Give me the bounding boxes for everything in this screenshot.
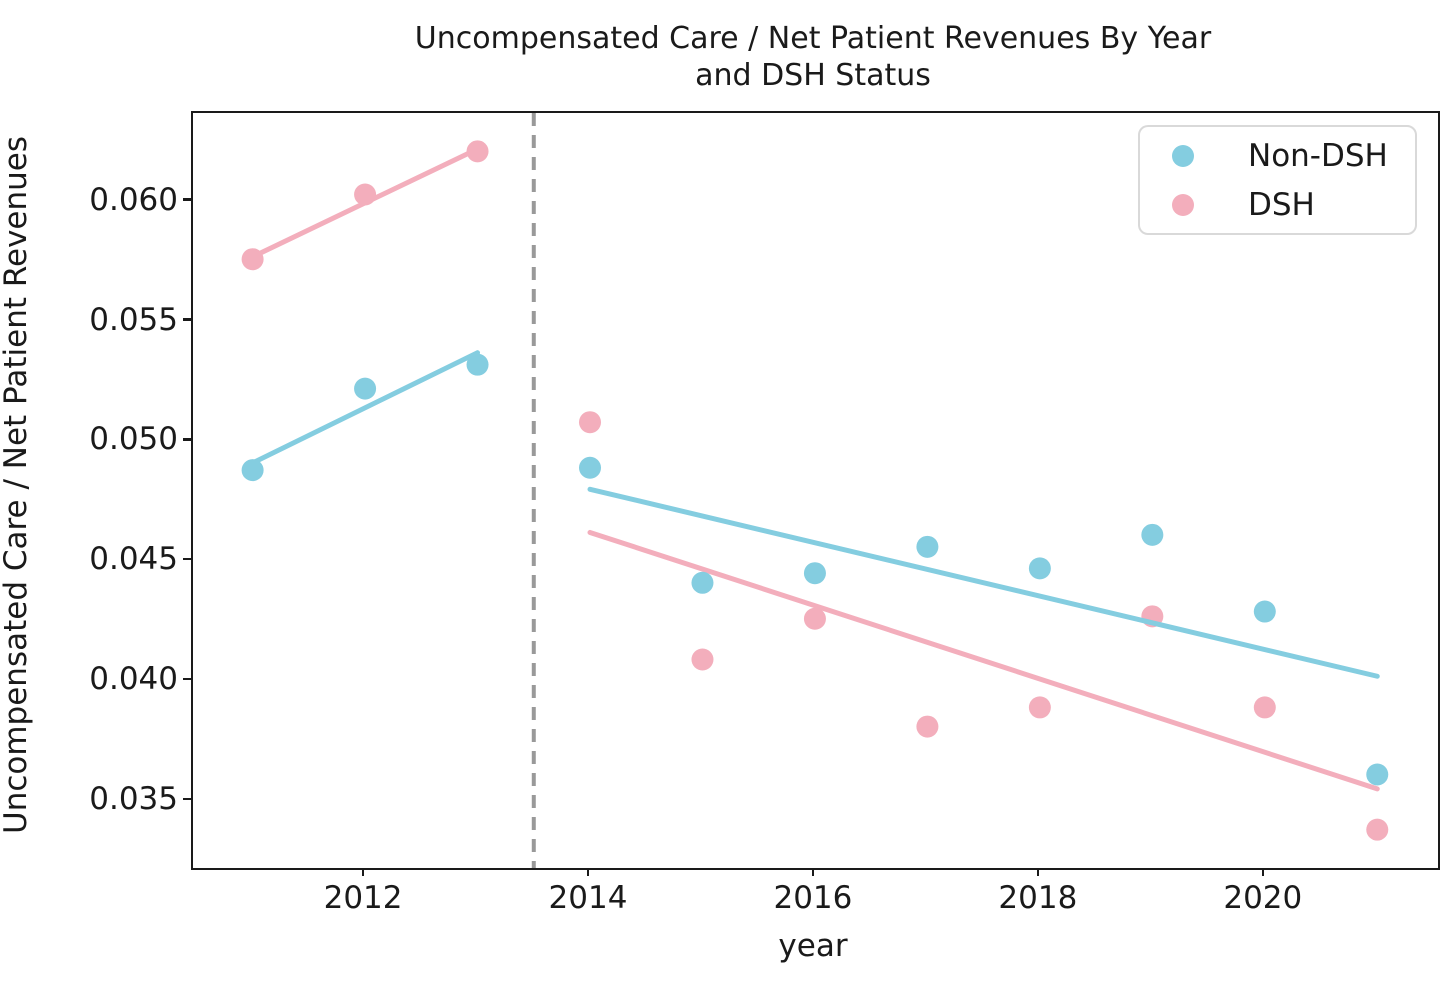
x-tick-mark-2018	[1036, 868, 1040, 876]
legend-item-dsh: DSH	[1140, 182, 1415, 227]
point-dsh-2016	[803, 607, 826, 630]
legend-label-dsh: DSH	[1248, 186, 1315, 223]
x-tick-label-2016: 2016	[773, 880, 853, 916]
trendline-dsh-0	[250, 146, 481, 260]
y-axis-label: Uncompensated Care / Net Patient Revenue…	[0, 136, 34, 834]
point-non-dsh-2019	[1141, 523, 1164, 546]
x-tick-label-2012: 2012	[323, 880, 403, 916]
y-tick-label-0.060: 0.060	[89, 181, 178, 218]
y-tick-label-0.045: 0.045	[89, 541, 178, 578]
y-tick-mark-0.045	[183, 557, 191, 561]
x-tick-label-2018: 2018	[998, 880, 1078, 916]
chart-title-line-1: Uncompensated Care / Net Patient Revenue…	[414, 21, 1212, 56]
trendline-dsh-1	[587, 529, 1380, 792]
legend-marker-dsh-icon	[1172, 193, 1194, 216]
point-non-dsh-2020	[1253, 600, 1276, 623]
point-non-dsh-2016	[803, 562, 826, 585]
x-tick-mark-2020	[1261, 868, 1265, 876]
y-tick-label-0.040: 0.040	[89, 661, 178, 698]
x-tick-label-2014: 2014	[548, 880, 628, 916]
point-non-dsh-2013	[466, 353, 489, 376]
point-non-dsh-2017	[916, 535, 939, 558]
legend-item-non-dsh: Non-DSH	[1140, 133, 1415, 178]
y-tick-mark-0.035	[183, 797, 191, 801]
x-tick-mark-2016	[811, 868, 815, 876]
plot-svg	[241, 113, 1389, 868]
chart-title: Uncompensated Care / Net Patient Revenue…	[213, 20, 1413, 94]
point-dsh-2018	[1028, 696, 1051, 719]
point-non-dsh-2021	[1366, 763, 1389, 786]
legend: Non-DSH DSH	[1138, 125, 1417, 235]
y-tick-label-0.050: 0.050	[89, 421, 178, 458]
point-dsh-2014	[579, 411, 602, 434]
point-dsh-2021	[1366, 818, 1389, 841]
point-non-dsh-2011	[241, 459, 264, 482]
y-tick-label-0.055: 0.055	[89, 301, 178, 338]
x-tick-mark-2012	[361, 868, 365, 876]
point-non-dsh-2012	[354, 377, 377, 400]
point-non-dsh-2014	[579, 456, 602, 479]
trendline-non-dsh-0	[250, 350, 481, 466]
point-non-dsh-2018	[1028, 557, 1051, 580]
legend-label-non-dsh: Non-DSH	[1248, 137, 1388, 174]
x-tick-label-2020: 2020	[1223, 880, 1303, 916]
x-tick-mark-2014	[586, 868, 590, 876]
y-tick-label-0.035: 0.035	[89, 780, 178, 817]
point-dsh-2015	[691, 648, 714, 671]
point-non-dsh-2015	[691, 571, 714, 594]
x-axis-label: year	[778, 928, 848, 964]
plot-area: Non-DSH DSH	[191, 111, 1440, 870]
y-tick-mark-0.055	[183, 318, 191, 321]
legend-marker-non-dsh-icon	[1172, 144, 1194, 167]
y-tick-mark-0.050	[183, 438, 191, 441]
trendline-non-dsh-1	[587, 486, 1380, 679]
y-tick-mark-0.060	[183, 198, 191, 201]
point-dsh-2020	[1253, 696, 1276, 719]
y-tick-mark-0.040	[183, 677, 191, 681]
chart-title-line-2: and DSH Status	[695, 58, 931, 93]
point-dsh-2017	[916, 715, 939, 738]
